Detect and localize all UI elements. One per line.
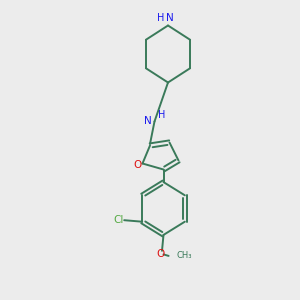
Text: O: O: [133, 160, 141, 170]
Text: N: N: [166, 13, 173, 23]
Text: Cl: Cl: [113, 215, 123, 225]
Text: O: O: [156, 249, 165, 260]
Text: H: H: [158, 110, 166, 120]
Text: H: H: [157, 13, 164, 23]
Text: CH₃: CH₃: [176, 251, 192, 260]
Text: N: N: [144, 116, 152, 126]
